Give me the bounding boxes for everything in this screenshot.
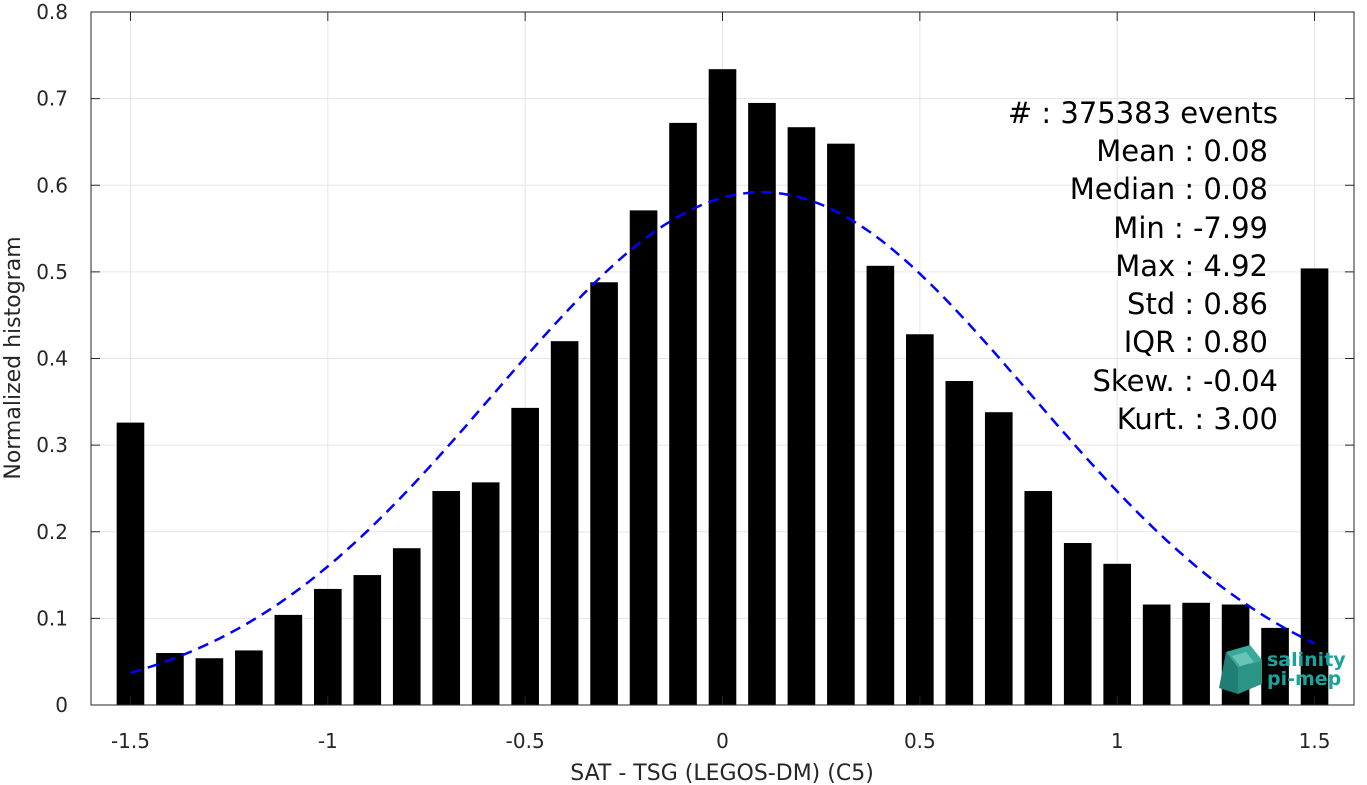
- histogram-bar: [1024, 491, 1053, 705]
- x-tick-label: -1: [318, 729, 338, 753]
- y-tick-label: 0.7: [36, 87, 68, 111]
- y-tick-label: 0.6: [36, 173, 68, 197]
- histogram-bar: [906, 334, 934, 705]
- histogram-bar: [1063, 543, 1092, 705]
- stat-median: Median : 0.08: [1070, 172, 1268, 206]
- stat-skew: Skew. : -0.04: [1092, 364, 1278, 398]
- salinity-pimep-logo: salinity pi-mep: [1219, 645, 1346, 694]
- y-tick-label: 0.2: [36, 520, 68, 544]
- x-tick-label: 0.5: [904, 729, 936, 753]
- histogram-bar: [787, 127, 816, 706]
- histogram-bar: [392, 548, 421, 705]
- x-tick-labels: -1.5 -1 -0.5 0 0.5 1 1.5: [111, 729, 1330, 753]
- y-tick-label: 0: [55, 693, 68, 717]
- histogram-bar: [1261, 627, 1289, 705]
- histogram-bar: [629, 210, 658, 705]
- histogram-bar: [827, 143, 855, 706]
- histogram-bar: [984, 412, 1013, 705]
- histogram-bar: [235, 650, 263, 705]
- x-tick-label: -1.5: [111, 729, 150, 753]
- histogram-bar: [313, 588, 342, 705]
- x-tick-label: -0.5: [506, 729, 545, 753]
- x-tick-label: 1: [1111, 729, 1124, 753]
- histogram-bar: [511, 407, 539, 705]
- logo-cube-icon: [1219, 645, 1262, 694]
- logo-text-pimep: pi-mep: [1267, 668, 1341, 690]
- histogram-bar: [432, 491, 461, 705]
- y-tick-labels: 0 0.1 0.2 0.3 0.4 0.5 0.6 0.7 0.8: [36, 0, 68, 717]
- x-tick-label: 0: [716, 729, 729, 753]
- y-tick-label: 0.8: [36, 0, 68, 24]
- y-tick-label: 0.3: [36, 433, 68, 457]
- x-tick-label: 1.5: [1299, 729, 1331, 753]
- histogram-bar: [353, 575, 382, 705]
- histogram-bar: [669, 122, 697, 705]
- histogram-bar: [1182, 602, 1210, 705]
- x-axis-label: SAT - TSG (LEGOS-DM) (C5): [570, 761, 874, 785]
- histogram-bar: [1300, 268, 1329, 705]
- histogram-bar: [550, 341, 579, 705]
- histogram-bar: [945, 381, 974, 705]
- stat-std: Std : 0.86: [1127, 287, 1268, 321]
- histogram-bars: [116, 69, 1329, 706]
- histogram-bar: [274, 614, 303, 705]
- y-tick-label: 0.5: [36, 260, 68, 284]
- axis-ticks: [91, 11, 1354, 706]
- stat-min: Min : -7.99: [1113, 211, 1268, 245]
- stat-mean: Mean : 0.08: [1096, 134, 1268, 168]
- histogram-bar: [866, 265, 895, 705]
- stat-events: # : 375383 events: [1008, 96, 1278, 130]
- histogram-bar: [156, 653, 184, 705]
- histogram-bar: [708, 69, 737, 706]
- histogram-bar: [471, 482, 500, 705]
- histogram-bar: [748, 102, 776, 706]
- stat-max: Max : 4.92: [1115, 249, 1268, 283]
- histogram-bar: [1103, 563, 1132, 705]
- histogram-bar: [1142, 604, 1171, 705]
- histogram-bar: [590, 282, 618, 705]
- stats-annotation: # : 375383 events Mean : 0.08 Median : 0…: [1008, 96, 1278, 436]
- histogram-bar: [116, 422, 145, 705]
- histogram-bar: [195, 658, 224, 705]
- stat-iqr: IQR : 0.80: [1124, 325, 1268, 359]
- gaussian-fit-curve: [130, 190, 1316, 674]
- stat-kurt: Kurt. : 3.00: [1117, 402, 1278, 436]
- y-axis-label: Normalized histogram: [1, 236, 26, 479]
- y-tick-label: 0.4: [36, 347, 68, 371]
- logo-text-salinity: salinity: [1267, 649, 1346, 671]
- y-tick-label: 0.1: [36, 606, 68, 630]
